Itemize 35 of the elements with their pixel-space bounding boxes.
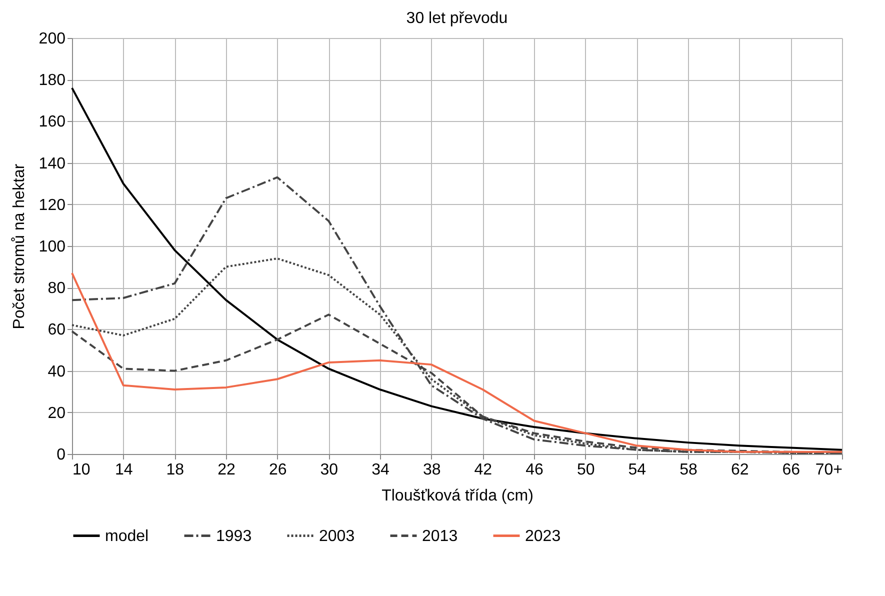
x-tick-label: 42 [474,462,492,478]
y-tick-label: 0 [56,446,66,464]
x-tick-label: 22 [218,462,236,478]
x-tick-label: 58 [680,462,698,478]
y-tick-label: 120 [38,196,66,214]
x-tick-label: 38 [422,462,441,478]
legend-label: model [105,528,149,545]
y-tick-label: 100 [38,238,66,256]
x-tick-label: 10 [72,462,90,478]
y-tick-label: 140 [38,155,66,172]
y-tick-label: 200 [38,30,66,48]
y-tick-label: 20 [48,404,66,422]
x-tick-label: 66 [782,462,800,478]
x-tick-label: 70+ [815,462,842,478]
legend-label: 2003 [319,528,355,545]
y-tick-label: 60 [48,322,66,339]
y-axis-title: Počet stromů na hektar [10,163,28,330]
x-axis-title: Tloušťková třída (cm) [382,488,534,504]
y-tick-label: 80 [48,280,66,298]
x-tick-label: 14 [114,462,133,478]
y-tick-label: 40 [48,363,66,380]
legend-label: 2013 [422,528,458,545]
y-tick-label: 180 [38,72,66,90]
x-tick-label: 26 [268,462,287,478]
x-tick-label: 18 [166,462,184,478]
x-tick-label: 54 [628,462,646,478]
legend-label: 1993 [216,528,252,545]
y-tick-label: 160 [38,114,66,131]
x-tick-label: 50 [576,462,595,478]
x-tick-label: 62 [730,462,749,478]
x-tick-label: 34 [372,462,390,478]
x-tick-label: 30 [320,462,338,478]
chart-title: 30 let převodu [406,10,508,27]
x-tick-label: 46 [526,462,544,478]
legend-label: 2023 [525,528,561,545]
